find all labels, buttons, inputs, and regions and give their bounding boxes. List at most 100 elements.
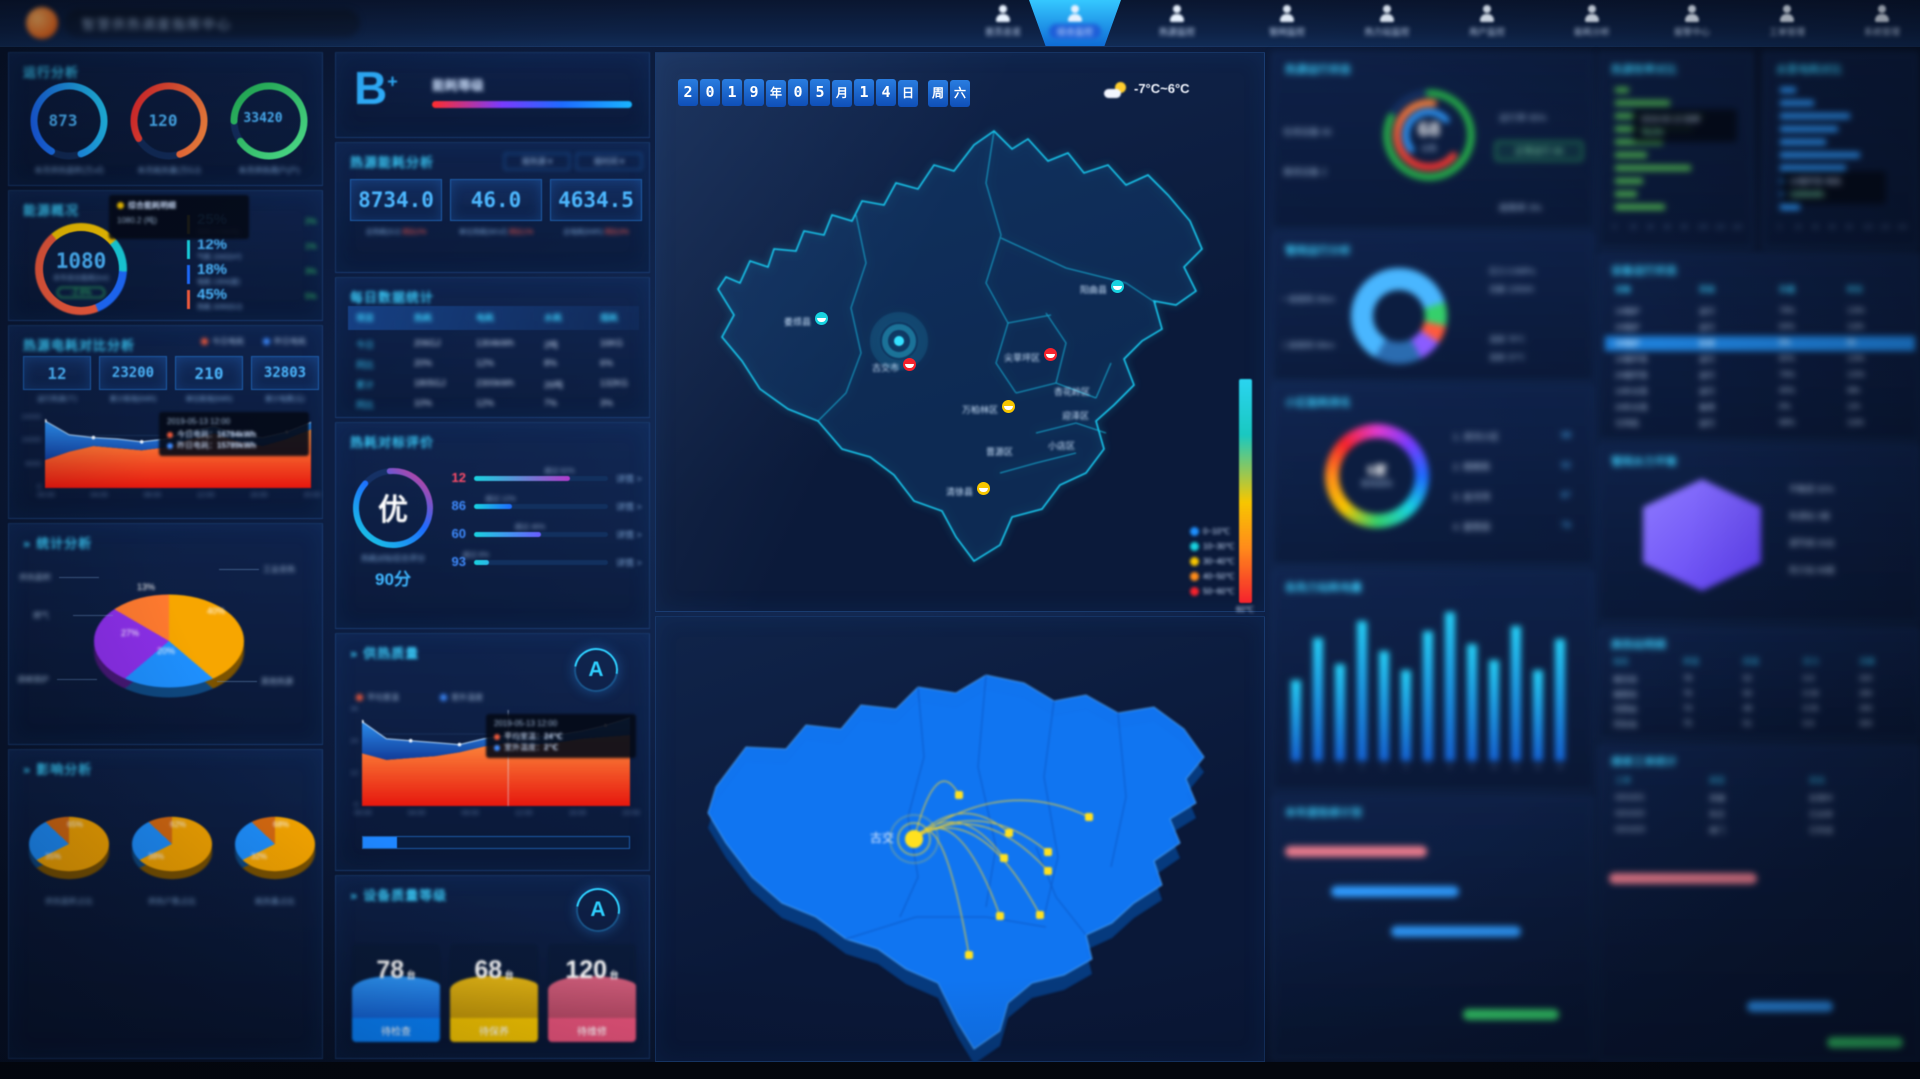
bench-bar bbox=[474, 476, 571, 481]
gauge-label: 本月供热用户(户) bbox=[238, 166, 300, 175]
panel-energy-overview: 能源概况 1080 本年综合能耗(tce) -2.6% 综合能耗明细 1080.2 (吨… bbox=[8, 190, 323, 321]
table-cell: 118h bbox=[1847, 322, 1865, 331]
table-header-cell: 负载 bbox=[1779, 285, 1795, 294]
stat-box: 12 bbox=[23, 356, 91, 390]
grade-value: B+ bbox=[354, 62, 398, 114]
panel-title: 热源效率对比 bbox=[1611, 64, 1677, 76]
table-cell: 132KG bbox=[600, 378, 629, 388]
card-action-button[interactable]: 待维修 bbox=[548, 1018, 636, 1042]
nav-item-4[interactable]: 管网监控 bbox=[1241, 0, 1333, 46]
detail-link[interactable]: 详情 > bbox=[616, 502, 642, 512]
chart-scrollbar[interactable] bbox=[362, 836, 630, 849]
energy-total-value: 1080 bbox=[55, 249, 107, 273]
ring-value: 68 bbox=[1417, 119, 1441, 141]
axis-tick: 80 bbox=[1681, 225, 1688, 231]
callout-label: 二级管网 58km bbox=[1281, 341, 1335, 350]
table-cell: 同比 bbox=[356, 400, 375, 410]
highlight-row bbox=[1605, 336, 1915, 351]
pie-slice-label: 68% bbox=[273, 820, 290, 829]
table-header-cell: 压力 bbox=[1803, 657, 1819, 666]
x-tick: 23:59 bbox=[622, 810, 640, 817]
table-cell: 0.6 bbox=[1803, 674, 1815, 683]
table-cell: 河东站 bbox=[1613, 720, 1637, 729]
y-tick: 36 bbox=[350, 706, 358, 713]
panel-energy-grade: B+ 能耗等级 bbox=[335, 52, 650, 138]
table-cell: 26吨 bbox=[544, 380, 564, 390]
x-tick: 00:00 bbox=[354, 810, 372, 817]
colorbar-max-label: 60℃ bbox=[1236, 605, 1254, 614]
chevrons-icon: » bbox=[350, 646, 359, 661]
pie-slice-label: 35% bbox=[45, 852, 62, 861]
table-header-cell: 回温 bbox=[1743, 657, 1759, 666]
network-3d-map[interactable] bbox=[656, 617, 1266, 1063]
nav-item-5[interactable]: 热力站监控 bbox=[1341, 0, 1433, 46]
callout-label: 离线设备 2 bbox=[1283, 167, 1327, 177]
bench-value: 86 bbox=[451, 498, 466, 513]
card-action-button[interactable]: 待保养 bbox=[450, 1018, 538, 1042]
detail-link[interactable]: 详情 > bbox=[616, 530, 642, 540]
table-cell: 49 bbox=[1743, 704, 1752, 713]
table-header-cell: 煤耗 bbox=[600, 313, 619, 323]
nav-item-2[interactable]: 综合监控 bbox=[1029, 0, 1121, 46]
pie-callout: 供热面积 bbox=[19, 573, 51, 582]
panel-pb1a: 热源效率对比 2019-05-13 效率 78.2% 0 20 40 60 80 100 120 1… bbox=[1598, 52, 1753, 248]
nav-item-6[interactable]: 用户监控 bbox=[1441, 0, 1533, 46]
gauge-3: 33420 本月供热用户(户) bbox=[221, 79, 317, 179]
bar-tick: 11 bbox=[1512, 765, 1520, 771]
table-cell: 引风机 bbox=[1615, 419, 1639, 428]
nav-item-10[interactable]: 系统管理 bbox=[1836, 0, 1920, 46]
table-cell: GD1023 bbox=[1615, 825, 1645, 834]
district-label: 清徐县 bbox=[946, 487, 974, 497]
filter-button[interactable]: 按热源 ▾ bbox=[504, 153, 570, 170]
gantt-bar bbox=[1285, 846, 1427, 857]
panel-title: 每日数据统计 bbox=[350, 290, 435, 305]
table-header-cell: 热耗 bbox=[414, 313, 433, 323]
table-cell: 运行 bbox=[1699, 387, 1715, 396]
h-bar bbox=[1615, 178, 1643, 184]
district-map[interactable] bbox=[656, 53, 1266, 613]
nav-item-3[interactable]: 热源监控 bbox=[1131, 0, 1223, 46]
h-bar bbox=[1780, 152, 1860, 158]
stat-value: 32803 bbox=[263, 365, 307, 381]
stat-label: 单位热耗(W/㎡) 同比1% bbox=[458, 229, 534, 236]
bar bbox=[1555, 638, 1565, 761]
stat-value: 46.0 bbox=[470, 188, 522, 212]
user-icon bbox=[1279, 5, 1295, 22]
table-cell: 已派单 bbox=[1809, 810, 1833, 819]
axis-tick: 120 bbox=[1880, 225, 1891, 231]
table-cell: 失压 bbox=[1709, 810, 1725, 819]
table-cell: 126h bbox=[1847, 354, 1865, 363]
callout-line bbox=[59, 577, 99, 578]
detail-link[interactable]: 详情 > bbox=[616, 558, 642, 568]
gantt-bar bbox=[1463, 1009, 1559, 1020]
stat-label: 累计电费(元) bbox=[265, 396, 305, 403]
callout-line bbox=[219, 569, 259, 570]
bench-value: 60 bbox=[451, 526, 466, 541]
scrollbar-handle[interactable] bbox=[363, 837, 397, 848]
table-cell: 206GJ bbox=[414, 338, 441, 348]
filter-button[interactable]: 按时间 ▾ bbox=[576, 153, 642, 170]
h-bar bbox=[1615, 152, 1647, 158]
table-cell: 12% bbox=[476, 398, 495, 408]
bar bbox=[1489, 659, 1499, 761]
grade-char: 优 bbox=[378, 494, 408, 527]
detail-link[interactable]: 详情 > bbox=[616, 474, 642, 484]
axis-tick: 60 bbox=[1664, 225, 1671, 231]
hex-label: 失调站 3座 bbox=[1789, 511, 1831, 521]
user-icon bbox=[1479, 5, 1495, 22]
table-header-cell: 状态 bbox=[1699, 285, 1715, 294]
nav-item-9[interactable]: 工单管理 bbox=[1741, 0, 1833, 46]
nav-item-7[interactable]: 能耗分析 bbox=[1546, 0, 1638, 46]
bar-tooltip: 2019-05-13 效率 78.2% bbox=[1633, 109, 1737, 142]
user-icon bbox=[1067, 5, 1083, 22]
table-cell: 已完成 bbox=[1809, 826, 1833, 835]
card-action-button[interactable]: 待检查 bbox=[352, 1018, 440, 1042]
table-header-cell: 设备 bbox=[1615, 285, 1631, 294]
table-cell: 1304kWh bbox=[476, 338, 515, 348]
stat-box: 23200 bbox=[99, 356, 167, 390]
chevrons-icon: » bbox=[23, 536, 32, 551]
nav-item-8[interactable]: 报警中心 bbox=[1646, 0, 1738, 46]
rank-value: 87 bbox=[1561, 490, 1572, 500]
pie-slice-label: 27% bbox=[121, 628, 140, 638]
bar-tick: 4 bbox=[1360, 765, 1364, 771]
